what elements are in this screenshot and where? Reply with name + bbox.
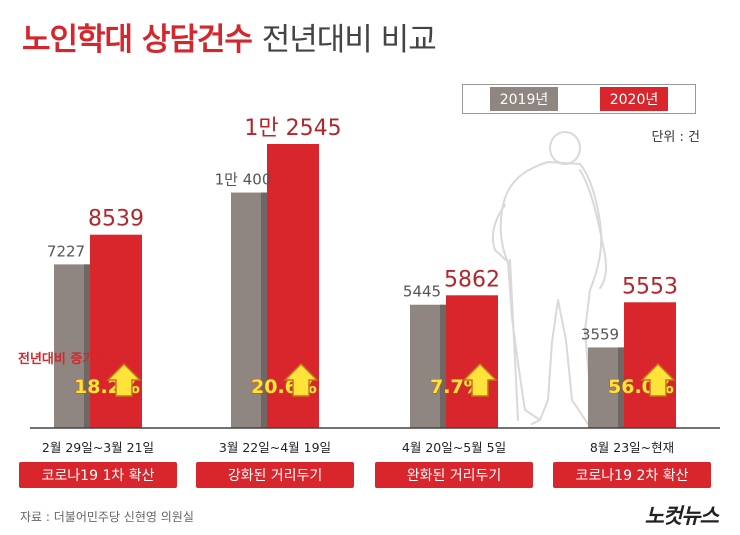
bar-2020-1 (90, 234, 142, 428)
value-label-2020-2: 1만 2545 (244, 116, 341, 141)
period-label-1: 2월 29일~3월 21일 (41, 440, 155, 455)
legend-item-2019: 2019년 (489, 87, 559, 111)
phase-label-4: 코로나19 2차 확산 (553, 462, 711, 488)
phase-label-3: 완화된 거리두기 (375, 462, 533, 488)
growth-caption: 전년대비 증가율 (18, 352, 107, 367)
phase-label-1: 코로나19 1차 확산 (19, 462, 177, 488)
bar-2020-4 (624, 302, 676, 428)
legend-item-2020: 2020년 (599, 87, 669, 111)
page-title: 노인학대 상담건수 전년대비 비교 (22, 14, 437, 59)
legend: 2019년 2020년 (462, 84, 696, 114)
period-label-3: 4월 20일~5월 5일 (401, 440, 507, 455)
bar-2019-shade-2 (261, 192, 267, 428)
period-label-2: 3월 22일~4월 19일 (218, 440, 332, 455)
up-arrow-icon (462, 362, 498, 397)
bar-2019-shade-1 (84, 264, 90, 428)
up-arrow-icon (640, 362, 676, 397)
value-label-2019-2: 1만 400 (215, 171, 272, 189)
value-label-2020-4: 5553 (622, 274, 678, 299)
value-label-2019-4: 3559 (581, 325, 619, 343)
up-arrow-icon (283, 362, 319, 397)
bar-2020-3 (446, 295, 498, 428)
value-label-2020-3: 5862 (444, 267, 500, 292)
value-label-2019-3: 5445 (403, 283, 441, 301)
title-rest: 전년대비 비교 (261, 22, 437, 58)
value-label-2020-1: 8539 (88, 207, 144, 232)
growth-rate-3: 7.7% (430, 376, 483, 398)
brand-logo: 노컷뉴스 (644, 504, 719, 528)
bar-2019-shade-4 (618, 347, 624, 428)
unit-label: 단위 : 건 (651, 130, 700, 145)
title-highlight: 노인학대 상담건수 (22, 22, 253, 58)
phase-label-2: 강화된 거리두기 (196, 462, 354, 488)
period-label-4: 8월 23일~현재 (589, 440, 675, 455)
bar-2019-shade-3 (440, 304, 446, 428)
value-label-2019-1: 7227 (47, 242, 85, 260)
up-arrow-icon (106, 362, 142, 397)
source-note: 자료 : 더불어민주당 신현영 의원실 (20, 510, 194, 524)
